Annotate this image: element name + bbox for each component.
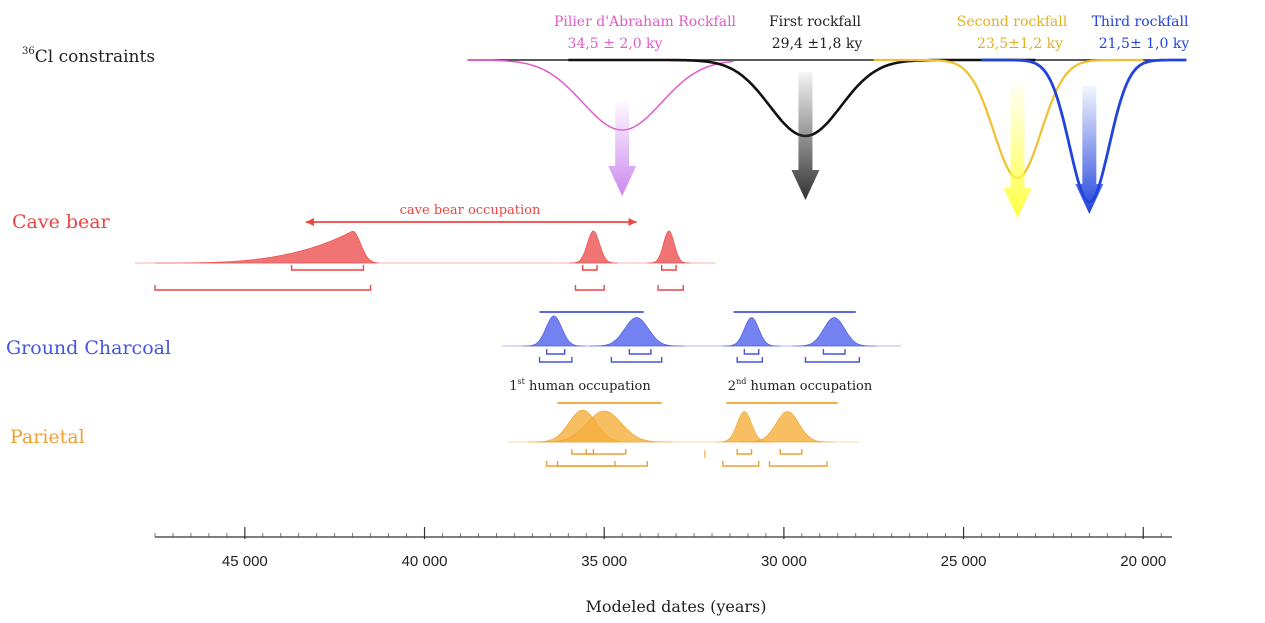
constraint-name-pilier-d-abraham-rockfall: Pilier d'Abraham Rockfall: [554, 14, 737, 30]
range-bracket: [779, 449, 803, 455]
range-bracket: [546, 349, 566, 355]
x-tick-label: 40 000: [402, 553, 448, 570]
distribution-peak: [569, 230, 618, 264]
constraint-curve-pilier-d-abraham-rockfall: [467, 59, 734, 131]
range-bracket: [743, 349, 760, 355]
constraints-label-text: Cl constraints: [35, 47, 155, 67]
range-bracket: [628, 349, 652, 355]
x-tick-label: 45 000: [222, 553, 268, 570]
constraint-value-third-rockfall: 21,5± 1,0 ky: [1099, 36, 1190, 52]
annotation-first-human-occupation: 1st human occupation: [509, 377, 651, 394]
constraint-value-pilier-d-abraham-rockfall: 34,5 ± 2,0 ky: [568, 36, 663, 52]
range-bracket: [556, 461, 616, 467]
constraint-curve-second-rockfall: [873, 58, 1144, 180]
range-bracket: [538, 357, 573, 363]
distribution-peak: [589, 317, 684, 347]
constraint-labels: Pilier d'Abraham Rockfall 34,5 ± 2,0 ky Fi…: [554, 14, 1189, 52]
range-bracket: [546, 461, 649, 467]
constraint-curves: [467, 58, 1187, 204]
x-axis: 45 000 40 000 35 000 30 000 25 000 20 000: [154, 527, 1172, 570]
constraint-arrow-second-rockfall: [1003, 82, 1032, 218]
constraints-label-super: 36: [22, 46, 35, 57]
x-tick-label: 20 000: [1120, 553, 1166, 570]
range-bracket: [574, 285, 605, 291]
range-bracket: [154, 285, 372, 291]
distribution-peak: [522, 315, 586, 347]
constraint-arrow-third-rockfall: [1075, 86, 1104, 214]
distribution-peak: [715, 411, 774, 443]
constraint-value-first-rockfall: 29,4 ±1,8 ky: [772, 36, 863, 52]
range-bracket: [736, 449, 753, 455]
range-bracket: [610, 357, 663, 363]
x-tick-label: 35 000: [581, 553, 627, 570]
x-tick-label: 25 000: [941, 553, 987, 570]
range-bracket: [736, 357, 764, 363]
constraint-arrow-pilier-d-abraham-rockfall: [608, 102, 637, 196]
constraint-arrows: [608, 72, 1104, 218]
range-bracket: [822, 349, 846, 355]
group-ground-charcoal: [502, 311, 901, 363]
cave-bear-occupation-label: cave bear occupation: [400, 203, 541, 218]
constraint-value-second-rockfall: 23,5±1,2 ky: [977, 36, 1063, 52]
constraint-name-first-rockfall: First rockfall: [769, 14, 862, 30]
distribution-peak: [792, 317, 876, 347]
x-axis-label: Modeled dates (years): [585, 597, 766, 616]
distribution-peak: [722, 317, 781, 347]
range-bracket: [290, 265, 365, 271]
span-arrowhead-left: [305, 218, 314, 226]
range-bracket: [585, 449, 627, 455]
group-label-parietal: Parietal: [10, 426, 85, 448]
group-label-ground-charcoal: Ground Charcoal: [6, 337, 171, 359]
constraints-label: 36Cl constraints: [22, 46, 155, 67]
range-bracket: [581, 265, 598, 271]
range-bracket: [804, 357, 861, 363]
distribution-peak: [647, 230, 691, 264]
group-cave-bear: [135, 218, 716, 291]
range-bracket: [657, 285, 684, 291]
group-label-cave-bear: Cave bear: [12, 211, 111, 233]
constraint-name-second-rockfall: Second rockfall: [957, 14, 1068, 30]
group-parietal: [508, 402, 859, 467]
range-bracket: [768, 461, 828, 467]
constraint-arrow-first-rockfall: [791, 72, 820, 200]
range-bracket: [571, 449, 595, 455]
range-bracket: [722, 461, 760, 467]
group-plots: [135, 218, 901, 467]
span-arrowhead-right: [628, 218, 637, 226]
constraint-name-third-rockfall: Third rockfall: [1092, 14, 1189, 30]
x-tick-label: 30 000: [761, 553, 807, 570]
distribution-peak: [155, 230, 379, 264]
annotation-second-human-occupation: 2nd human occupation: [728, 377, 873, 394]
range-bracket: [661, 265, 677, 271]
distribution-peak: [535, 410, 674, 443]
distribution-peak: [741, 411, 834, 443]
